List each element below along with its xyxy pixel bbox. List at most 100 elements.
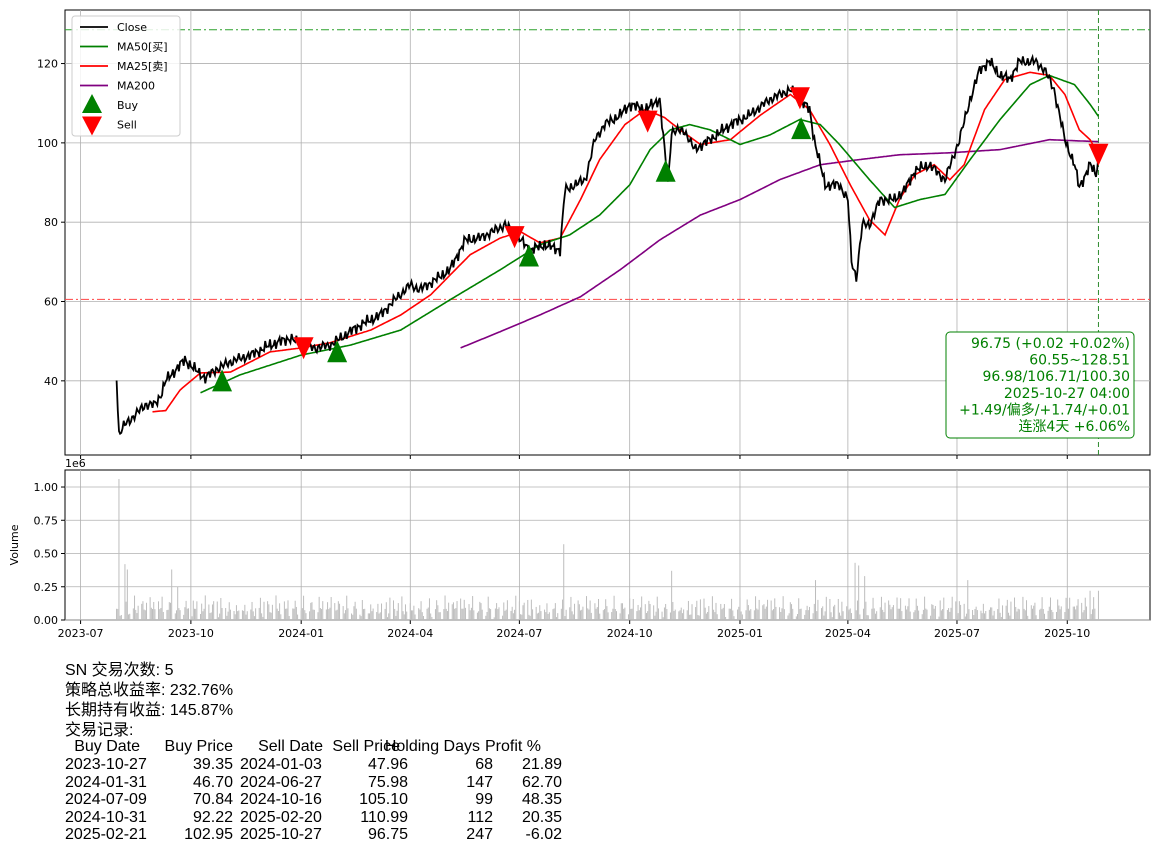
volume-bar — [699, 599, 701, 620]
volume-bar — [926, 609, 928, 620]
volume-bar — [1006, 599, 1008, 620]
volume-bar — [538, 612, 540, 620]
legend: Close MA50[买] MA25[卖] MA200 Buy Sell — [71, 15, 181, 137]
volume-bar — [774, 598, 776, 620]
volume-bar — [782, 596, 784, 620]
volume-bar — [589, 600, 591, 620]
volume-bar — [714, 612, 716, 620]
volume-bar — [799, 609, 801, 620]
volume-bar — [438, 612, 440, 620]
volume-bar — [413, 605, 415, 620]
table-cell: 68 — [475, 756, 493, 773]
table-cell: 2024-10-31 — [65, 808, 147, 826]
volume-bar — [528, 614, 530, 620]
volume-bar — [1024, 610, 1026, 620]
volume-bar — [352, 614, 354, 620]
volume-bar — [838, 612, 840, 620]
volume-bar — [570, 596, 572, 620]
table-cell: 2024-01-03 — [240, 756, 322, 773]
volume-bar — [150, 607, 152, 620]
volume-bar — [226, 615, 228, 620]
volume-bar — [638, 610, 640, 620]
volume-bar — [160, 607, 162, 620]
volume-bar — [1016, 611, 1018, 620]
volume-bar — [1023, 608, 1025, 620]
x-tick-label: 2023-10 — [168, 627, 214, 640]
volume-bar — [612, 608, 614, 620]
volume-bar — [896, 597, 898, 620]
volume-bar — [221, 608, 223, 620]
volume-bar — [985, 611, 987, 620]
volume-bar — [1094, 608, 1096, 620]
volume-bar — [679, 610, 681, 620]
volume-bar — [933, 608, 935, 620]
volume-bar — [258, 607, 260, 620]
volume-bar — [711, 596, 713, 620]
volume-y-tick-label: 0.75 — [34, 514, 59, 527]
volume-bar — [378, 613, 380, 620]
column-header: Profit % — [484, 738, 541, 755]
volume-bar — [968, 609, 970, 620]
volume-bar — [540, 611, 542, 620]
volume-bar — [779, 607, 781, 620]
volume-bar — [342, 606, 344, 620]
x-tick-label: 2024-10 — [607, 627, 653, 640]
volume-bar — [238, 610, 240, 620]
trade-table-row: 2025-02-21 102.95 2025-10-27 96.75 247 -6.02 — [0, 826, 1160, 844]
trade-table-row: 2024-10-31 92.22 2025-02-20 110.99 112 20.35 — [0, 809, 1160, 827]
volume-bar — [804, 614, 806, 620]
volume-bar — [758, 599, 760, 620]
volume-bar — [574, 603, 576, 620]
volume-bar — [661, 611, 663, 620]
volume-bar — [562, 599, 564, 620]
volume-bar — [665, 603, 667, 620]
volume-bar — [211, 604, 213, 620]
trade-table-row: 2024-01-31 46.70 2024-06-27 75.98 147 62.70 — [0, 774, 1160, 792]
volume-bar — [529, 615, 531, 620]
volume-bar — [506, 600, 508, 620]
volume-bar — [846, 606, 848, 620]
volume-scale-label: 1e6 — [65, 457, 86, 470]
table-cell: 2025-02-21 — [65, 826, 147, 844]
volume-bar — [456, 601, 458, 620]
volume-bar — [125, 601, 127, 620]
volume-bar — [588, 609, 590, 620]
volume-y-tick-label: 0.25 — [34, 581, 59, 594]
legend-label: Sell — [117, 119, 137, 132]
volume-bar — [632, 598, 634, 620]
volume-bar — [460, 598, 462, 620]
volume-bar — [301, 608, 303, 620]
volume-bar — [461, 608, 463, 620]
volume-bar — [186, 608, 188, 620]
volume-bar — [705, 613, 707, 620]
x-tick-label: 2024-01 — [278, 627, 324, 640]
volume-bar — [505, 609, 507, 620]
volume-bar — [319, 608, 321, 620]
volume-bar — [1027, 615, 1029, 620]
volume-bar — [767, 599, 769, 620]
volume-bar — [873, 608, 875, 620]
volume-bar — [414, 614, 416, 620]
volume-bar — [1065, 597, 1067, 620]
volume-bar — [295, 606, 297, 620]
volume-bar — [972, 609, 974, 620]
volume-bar — [419, 609, 421, 620]
volume-bar — [884, 602, 886, 620]
volume-bar — [330, 597, 332, 620]
volume-bar — [931, 604, 933, 620]
volume-bar — [216, 601, 218, 620]
volume-bar — [351, 613, 353, 620]
buy-marker — [791, 117, 812, 140]
volume-bar — [913, 612, 915, 620]
volume-bar — [671, 570, 673, 620]
table-cell: 20.35 — [521, 808, 562, 826]
volume-bar — [755, 596, 757, 620]
volume-bar — [980, 610, 982, 620]
volume-bar — [410, 610, 412, 620]
volume-bar — [1033, 605, 1035, 620]
volume-bar — [520, 614, 522, 620]
price-y-tick-label: 80 — [44, 216, 58, 229]
volume-bar — [963, 603, 965, 620]
volume-bar — [285, 608, 287, 620]
volume-bar — [359, 614, 361, 620]
